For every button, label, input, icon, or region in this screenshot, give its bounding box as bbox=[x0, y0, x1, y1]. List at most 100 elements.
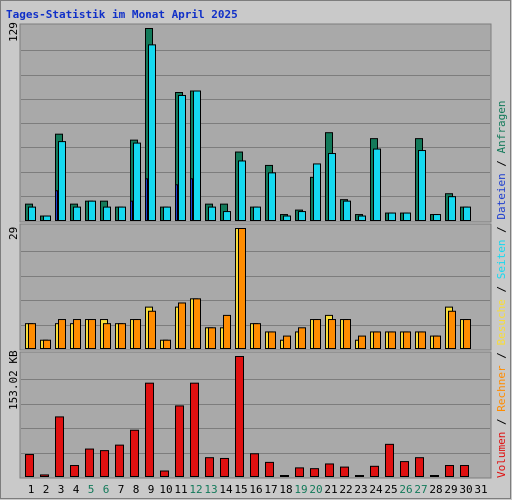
seiten-bar-day-5 bbox=[88, 200, 96, 222]
dateien-bar-day-8 bbox=[130, 200, 133, 222]
day-label-22: 22 bbox=[339, 483, 352, 496]
seiten-bar-day-14 bbox=[223, 211, 231, 221]
seiten-bar-day-1 bbox=[28, 206, 36, 221]
volumen-bar-day-10 bbox=[160, 470, 169, 478]
rechner-bar-day-25 bbox=[388, 331, 396, 349]
volume-gridlines bbox=[21, 379, 490, 454]
volumen-bar-day-23 bbox=[355, 475, 364, 477]
rechner-bar-day-24 bbox=[373, 331, 381, 349]
volumen-bar-day-24 bbox=[370, 465, 379, 478]
rechner-bar-day-20 bbox=[313, 319, 321, 350]
legend-dateien: Dateien bbox=[495, 173, 508, 219]
rechner-bar-day-7 bbox=[118, 323, 126, 350]
seiten-bar-day-29 bbox=[448, 196, 456, 222]
seiten-bar-day-3 bbox=[58, 141, 66, 221]
day-label-13: 13 bbox=[204, 483, 217, 496]
volumen-bar-day-8 bbox=[130, 429, 139, 477]
day-label-31: 31 bbox=[474, 483, 487, 496]
seiten-bar-day-20 bbox=[313, 163, 321, 222]
day-label-12: 12 bbox=[189, 483, 202, 496]
seiten-bar-day-11 bbox=[178, 94, 186, 221]
day-label-7: 7 bbox=[118, 483, 125, 496]
rechner-bar-day-2 bbox=[43, 339, 51, 350]
volumen-bar-day-17 bbox=[265, 461, 274, 477]
rechner-bar-day-11 bbox=[178, 302, 186, 349]
rechner-bar-day-26 bbox=[403, 331, 411, 349]
dateien-bar-day-3 bbox=[55, 190, 58, 222]
day-label-23: 23 bbox=[354, 483, 367, 496]
rechner-bar-day-9 bbox=[148, 310, 156, 349]
seiten-bar-day-7 bbox=[118, 206, 126, 221]
legend-seiten: Seiten bbox=[495, 240, 508, 280]
day-label-26: 26 bbox=[399, 483, 412, 496]
volumen-bar-day-3 bbox=[55, 416, 64, 477]
seiten-bar-day-30 bbox=[463, 206, 471, 221]
seiten-bar-day-27 bbox=[418, 150, 426, 221]
day-label-17: 17 bbox=[264, 483, 277, 496]
seiten-bar-day-26 bbox=[403, 212, 411, 221]
volumen-bar-day-15 bbox=[235, 356, 244, 477]
rechner-bar-day-23 bbox=[358, 335, 366, 350]
volumen-bar-day-9 bbox=[145, 382, 154, 477]
dateien-bar-day-9 bbox=[145, 178, 148, 221]
day-label-29: 29 bbox=[444, 483, 457, 496]
rechner-bar-day-5 bbox=[88, 319, 96, 350]
volumen-bar-day-7 bbox=[115, 444, 124, 478]
seiten-bar-day-12 bbox=[193, 90, 201, 221]
day-axis-labels: 1 2 3 4 5 6 7 8 9 10 11 12 13 14 15 16 17 18 19 20 21 22 23 24 2… bbox=[28, 483, 488, 496]
seiten-bar-day-13 bbox=[208, 206, 216, 221]
rechner-bar-day-8 bbox=[133, 319, 141, 350]
volumen-bar-day-4 bbox=[70, 465, 79, 478]
rechner-bar-day-22 bbox=[343, 319, 351, 350]
volumen-bar-day-28 bbox=[430, 475, 439, 477]
rechner-bar-day-6 bbox=[103, 323, 111, 350]
panel-visits: 29 bbox=[7, 223, 492, 351]
seiten-bar-day-15 bbox=[238, 160, 246, 222]
seiten-bar-day-23 bbox=[358, 215, 366, 221]
day-label-21: 21 bbox=[324, 483, 337, 496]
volumen-bar-day-19 bbox=[295, 467, 304, 478]
seiten-bar-day-4 bbox=[73, 206, 81, 221]
day-label-1: 1 bbox=[28, 483, 35, 496]
legend-besuche: Besuche bbox=[495, 299, 508, 345]
rechner-bar-day-3 bbox=[58, 319, 66, 350]
legend-sep-2: / bbox=[495, 346, 508, 366]
seiten-bar-day-16 bbox=[253, 206, 261, 221]
volume-max-label: 153.02 KB bbox=[7, 350, 20, 410]
rechner-bar-day-4 bbox=[73, 319, 81, 350]
rechner-bar-day-18 bbox=[283, 335, 291, 350]
volumen-bar-day-12 bbox=[190, 382, 199, 477]
rechner-bar-day-12 bbox=[193, 298, 201, 349]
day-label-25: 25 bbox=[384, 483, 397, 496]
day-label-16: 16 bbox=[249, 483, 262, 496]
rechner-bar-day-16 bbox=[253, 323, 261, 350]
day-label-14: 14 bbox=[219, 483, 233, 496]
requests-gridlines bbox=[21, 50, 490, 197]
volumen-bar-day-1 bbox=[25, 454, 34, 477]
volumen-bar-day-14 bbox=[220, 457, 229, 477]
rechner-bar-day-21 bbox=[328, 319, 336, 350]
volumen-bar-day-2 bbox=[40, 474, 49, 478]
series-legend: Volumen / Rechner / Besuche / Seiten / D… bbox=[495, 100, 508, 478]
seiten-bar-day-17 bbox=[268, 172, 276, 221]
rechner-bar-day-10 bbox=[163, 339, 171, 350]
visits-max-label: 29 bbox=[7, 227, 20, 240]
day-label-9: 9 bbox=[148, 483, 155, 496]
seiten-bar-day-28 bbox=[433, 214, 441, 221]
legend-sep-1: / bbox=[495, 412, 508, 432]
volumen-bar-day-27 bbox=[415, 457, 424, 477]
legend-sep-4: / bbox=[495, 220, 508, 240]
volumen-bar-day-30 bbox=[460, 465, 469, 478]
seiten-bar-day-10 bbox=[163, 206, 171, 221]
day-label-19: 19 bbox=[294, 483, 307, 496]
volumen-bar-day-11 bbox=[175, 405, 184, 477]
volumen-bar-day-26 bbox=[400, 461, 409, 477]
day-label-15: 15 bbox=[234, 483, 247, 496]
requests-max-label: 129 bbox=[7, 22, 20, 42]
day-label-20: 20 bbox=[309, 483, 322, 496]
legend-anfragen: Anfragen bbox=[495, 100, 508, 153]
volumen-bar-day-25 bbox=[385, 443, 394, 478]
seiten-bar-day-19 bbox=[298, 211, 306, 221]
seiten-bar-day-2 bbox=[43, 215, 51, 221]
